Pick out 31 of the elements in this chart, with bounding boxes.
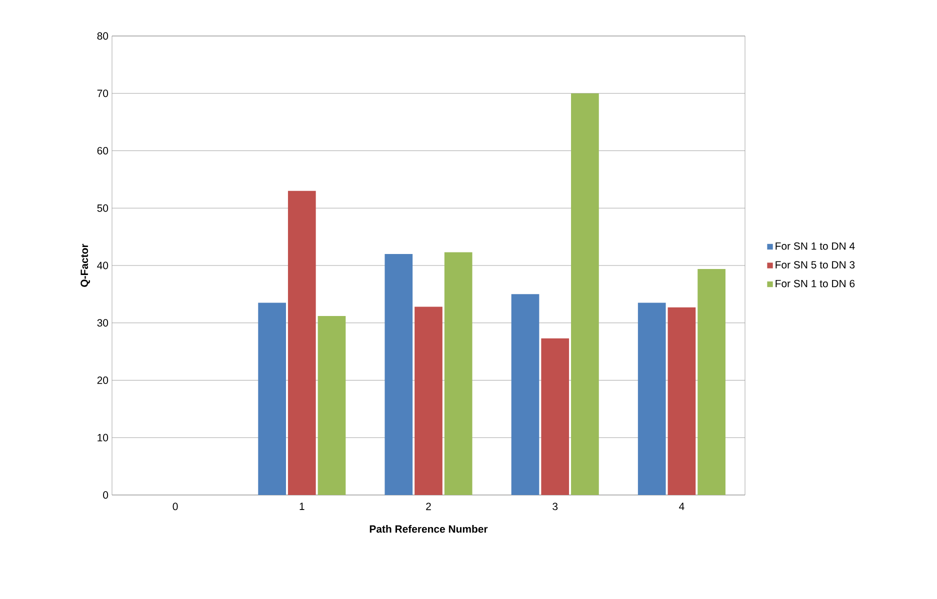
bar — [668, 307, 696, 495]
y-tick-label: 10 — [98, 434, 108, 442]
x-tick-label: 0 — [172, 502, 178, 510]
legend-label: For SN 1 to DN 4 — [776, 242, 855, 250]
bar — [258, 302, 286, 495]
legend-label: For SN 1 to DN 6 — [776, 280, 855, 288]
legend-label: For SN 5 to DN 3 — [776, 261, 855, 269]
y-tick-label: 20 — [97, 376, 108, 384]
bar — [541, 338, 570, 495]
bar — [288, 190, 316, 495]
y-axis-title: Q-Factor — [80, 244, 90, 287]
bar — [511, 294, 540, 495]
bar — [571, 93, 599, 495]
y-tick-label: 50 — [97, 204, 108, 212]
x-tick-label: 1 — [300, 502, 304, 510]
bar — [638, 302, 666, 495]
x-tick-label: 4 — [679, 502, 684, 510]
y-tick-label: 70 — [97, 90, 108, 98]
y-tick-label: 30 — [97, 319, 108, 327]
y-tick-label: 60 — [97, 147, 108, 154]
bar — [444, 252, 472, 495]
x-axis-title: Path Reference Number — [370, 525, 488, 533]
bar — [414, 306, 442, 495]
x-tick-label: 3 — [552, 502, 558, 510]
bar — [384, 254, 413, 495]
bar — [698, 268, 726, 495]
y-tick-label: 40 — [97, 262, 108, 270]
y-tick-label: 0 — [103, 491, 108, 499]
y-tick-label: 80 — [97, 32, 108, 40]
bar — [318, 316, 346, 495]
x-tick-label: 2 — [426, 502, 431, 510]
